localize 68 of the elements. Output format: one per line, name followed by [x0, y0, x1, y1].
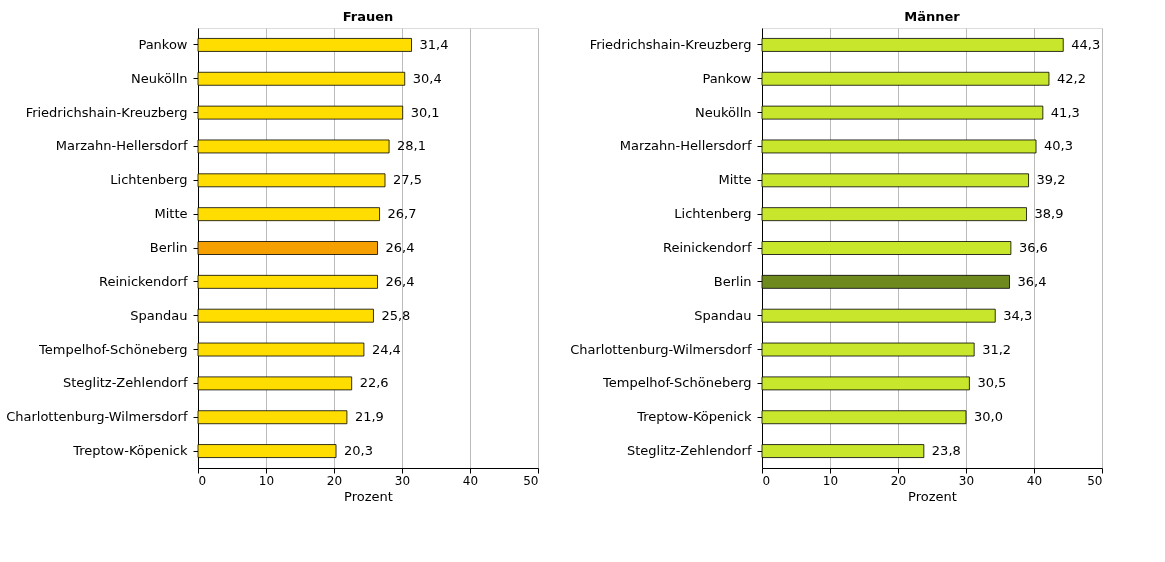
data-label: 40,3 — [1044, 138, 1073, 154]
data-label: 24,4 — [371, 341, 401, 357]
x-tick-label: 10 — [258, 473, 275, 488]
y-tick-label: Treptow-Köpenick — [636, 409, 752, 425]
y-tick-label: Tempelhof-Schöneberg — [602, 375, 752, 391]
y-tick-label: Charlottenburg-Wilmersdorf — [570, 341, 752, 357]
y-tick-label: Lichtenberg — [674, 206, 752, 222]
x-tick-label: 50 — [523, 473, 539, 488]
x-axis-title: Prozent — [908, 488, 957, 504]
data-label: 20,3 — [344, 443, 373, 459]
data-label: 26,7 — [387, 206, 417, 222]
y-tick-label: Treptow-Köpenick — [72, 443, 188, 459]
y-tick-label: Pankow — [138, 36, 188, 52]
y-tick-label: Berlin — [149, 240, 188, 255]
y-tick-label: Neukölln — [695, 104, 752, 120]
y-tick-label: Marzahn-Hellersdorf — [619, 138, 752, 154]
y-tick-label: Berlin — [713, 273, 752, 289]
x-tick-label: 40 — [1026, 473, 1043, 488]
data-label: 27,5 — [393, 172, 422, 188]
data-label: 26,4 — [385, 273, 415, 289]
y-tick-label: Steglitz-Zehlendorf — [626, 443, 752, 459]
y-tick-label: Friedrichshain-Kreuzberg — [25, 104, 188, 120]
chart-title: Frauen — [342, 9, 394, 24]
data-label: 31,4 — [419, 36, 449, 52]
data-label: 41,3 — [1050, 104, 1080, 120]
x-tick-label: 0 — [198, 473, 207, 488]
x-tick-label: 30 — [958, 473, 975, 488]
y-tick-label: Mitte — [154, 206, 188, 222]
y-tick-label: Neukölln — [131, 70, 188, 86]
chart-title: Männer — [904, 9, 961, 24]
x-tick-label: 50 — [1087, 473, 1103, 488]
x-tick-label: 20 — [326, 473, 343, 488]
x-tick-label: 40 — [462, 473, 479, 488]
y-tick-label: Spandau — [130, 307, 188, 323]
x-tick-label: 0 — [762, 473, 771, 488]
y-tick-label: Friedrichshain-Kreuzberg — [589, 36, 752, 52]
data-label: 31,2 — [982, 341, 1012, 357]
data-label: 38,9 — [1034, 206, 1064, 222]
data-label: 30,1 — [410, 104, 440, 120]
data-label: 26,4 — [385, 240, 415, 255]
y-tick-label: Spandau — [694, 307, 752, 323]
x-tick-label: 30 — [394, 473, 411, 488]
data-label: 30,5 — [977, 375, 1007, 391]
y-tick-label: Pankow — [702, 70, 752, 86]
y-tick-label: Steglitz-Zehlendorf — [62, 375, 188, 391]
x-tick-label: 10 — [822, 473, 839, 488]
y-tick-label: Reinickendorf — [663, 240, 752, 255]
x-axis-title: Prozent — [344, 488, 393, 504]
data-label: 36,4 — [1017, 273, 1047, 289]
data-label: 34,3 — [1003, 307, 1033, 323]
data-label: 28,1 — [397, 138, 427, 154]
data-label: 30,0 — [974, 409, 1003, 425]
y-tick-label: Reinickendorf — [99, 273, 188, 289]
data-label: 44,3 — [1071, 36, 1101, 52]
data-label: 23,8 — [931, 443, 961, 459]
data-label: 25,8 — [381, 307, 411, 323]
y-tick-label: Mitte — [718, 172, 752, 188]
data-label: 42,2 — [1056, 70, 1086, 86]
y-tick-label: Tempelhof-Schöneberg — [38, 341, 188, 357]
y-tick-label: Lichtenberg — [110, 172, 188, 188]
y-tick-label: Charlottenburg-Wilmersdorf — [6, 409, 188, 425]
data-label: 36,6 — [1018, 240, 1048, 255]
data-label: 30,4 — [412, 70, 442, 86]
x-tick-label: 20 — [890, 473, 907, 488]
data-label: 22,6 — [359, 375, 389, 391]
data-label: 39,2 — [1036, 172, 1066, 188]
y-tick-label: Marzahn-Hellersdorf — [55, 138, 188, 154]
data-label: 21,9 — [354, 409, 384, 425]
